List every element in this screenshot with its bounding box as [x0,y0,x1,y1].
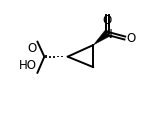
Text: HO: HO [19,59,37,72]
Text: O: O [127,32,136,44]
Polygon shape [93,30,110,45]
Text: O: O [27,42,36,55]
Text: O: O [103,14,112,27]
Text: N: N [103,28,112,41]
